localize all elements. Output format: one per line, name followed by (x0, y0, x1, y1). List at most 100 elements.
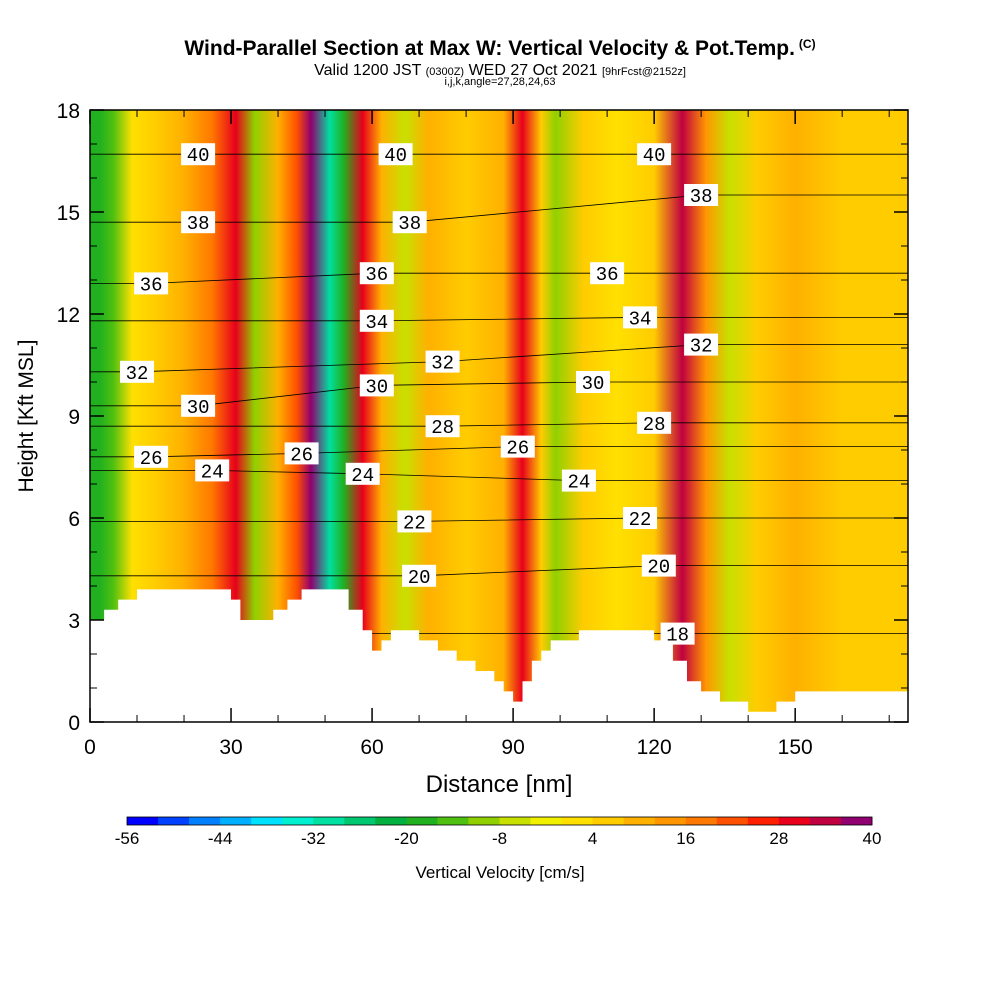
y-tick-label: 15 (57, 202, 80, 225)
contour-label-box (561, 469, 596, 492)
contour-label-box (637, 411, 672, 434)
colorbar-swatch (685, 817, 718, 825)
chart-title: Wind-Parallel Section at Max W: Vertical… (0, 37, 1000, 61)
forecast-info: [9hrFcst@2152z] (601, 66, 686, 78)
theta-contour-34 (90, 317, 908, 322)
contour-label-20: 20 (402, 564, 437, 589)
contour-label-text: 18 (666, 625, 689, 647)
colorbar: -56 -44 -32 -20 -8 4 16 28 40 (115, 816, 882, 848)
contour-label-text: 40 (384, 145, 407, 167)
contour-label-text: 36 (365, 264, 388, 286)
colorbar-tick-label: -20 (394, 829, 419, 848)
colorbar-swatch (313, 817, 345, 825)
y-tick-label: 12 (57, 304, 80, 327)
contour-label-30: 30 (181, 394, 216, 419)
contour-label-text: 36 (140, 274, 163, 296)
colorbar-label: Vertical Velocity [cm/s] (415, 863, 585, 882)
colorbar-swatch (375, 817, 407, 825)
valid-utc: (0300Z) (425, 66, 465, 78)
y-tick-label: 6 (68, 508, 80, 531)
valid-date: WED 27 Oct 2021 (468, 62, 598, 79)
theta-contour-28 (90, 422, 908, 427)
contour-label-box (590, 262, 625, 285)
colorbar-swatch (654, 817, 687, 825)
contour-label-text: 20 (408, 567, 431, 589)
colorbar-swatch (127, 817, 159, 825)
contour-label-box (641, 554, 676, 577)
contour-label-26: 26 (284, 442, 319, 466)
contour-label-text: 26 (140, 448, 163, 470)
colorbar-swatch (220, 817, 252, 825)
contour-label-text: 32 (431, 353, 454, 375)
contour-label-box (359, 262, 394, 285)
valid-prefix: Valid 1200 JST (314, 62, 422, 79)
plot-area: 40 40 40 38 38 38 36 36 36 34 34 32 32 32 30 30 30 28 28 26… (90, 110, 908, 722)
contour-label-40: 40 (181, 143, 216, 167)
contour-label-text: 40 (187, 145, 210, 167)
contour-label-text: 32 (126, 363, 149, 385)
x-tick-label: 90 (501, 736, 524, 759)
contour-label-text: 20 (647, 557, 670, 579)
contour-label-24: 24 (561, 469, 596, 494)
contour-label-30: 30 (576, 371, 610, 395)
contour-label-box (181, 394, 216, 417)
colorbar-swatch (406, 817, 438, 825)
colorbar-tick-label: -56 (115, 829, 140, 848)
contour-label-box (500, 435, 535, 458)
colorbar-swatch (778, 817, 811, 825)
colorbar-tick-label: -8 (492, 829, 507, 848)
contour-label-30: 30 (359, 374, 394, 398)
contour-label-36: 36 (590, 262, 625, 286)
contour-label-24: 24 (195, 459, 230, 483)
colorbar-tick-label: 40 (863, 829, 882, 848)
contour-label-box (660, 622, 695, 645)
contour-label-text: 30 (365, 376, 388, 398)
contour-label-28: 28 (425, 415, 460, 439)
colorbar-frame (126, 816, 873, 826)
colorbar-swatch (251, 817, 283, 825)
contour-label-22: 22 (397, 510, 432, 534)
contour-label-40: 40 (378, 143, 413, 167)
contour-label-text: 38 (398, 213, 421, 235)
contour-label-text: 28 (431, 417, 454, 439)
contour-label-38: 38 (181, 211, 216, 235)
contour-label-text: 36 (596, 264, 619, 286)
colorbar-swatch (158, 817, 190, 825)
contour-label-box (359, 309, 394, 332)
x-tick-label: 30 (219, 736, 242, 759)
colorbar-swatch (530, 817, 562, 825)
contour-label-text: 38 (187, 213, 210, 235)
contour-label-26: 26 (500, 435, 535, 460)
colorbar-swatch (189, 817, 221, 825)
y-tick-label: 3 (68, 610, 80, 633)
contour-label-box (425, 415, 460, 438)
contour-label-box (284, 442, 319, 465)
contour-label-box (378, 143, 413, 166)
contour-label-box (120, 360, 154, 383)
contour-label-text: 26 (506, 438, 529, 460)
x-axis-label: Distance [nm] (426, 771, 573, 798)
y-tick-label: 9 (68, 406, 80, 429)
x-tick-label: 60 (360, 736, 383, 759)
contour-label-box (359, 374, 394, 397)
colorbar-swatch (344, 817, 376, 825)
contour-label-box (134, 445, 169, 468)
contour-label-36: 36 (359, 262, 394, 286)
contour-label-text: 26 (290, 444, 313, 466)
contour-label-24: 24 (345, 462, 380, 487)
contour-label-34: 34 (359, 309, 394, 334)
terrain-mask (90, 589, 908, 722)
colorbar-swatch (468, 817, 500, 825)
colorbar-swatch (437, 817, 469, 825)
contour-label-36: 36 (134, 272, 169, 296)
chart-subtitle: Valid 1200 JST (0300Z) WED 27 Oct 2021 [… (0, 62, 1000, 80)
contour-label-box (637, 143, 672, 166)
colorbar-swatch (716, 817, 749, 825)
contour-label-box (425, 350, 460, 373)
contour-label-box (195, 459, 230, 482)
contour-label-box (345, 462, 380, 485)
contour-label-text: 40 (643, 145, 666, 167)
colorbar-swatch (840, 817, 873, 825)
contour-label-text: 34 (365, 312, 388, 334)
